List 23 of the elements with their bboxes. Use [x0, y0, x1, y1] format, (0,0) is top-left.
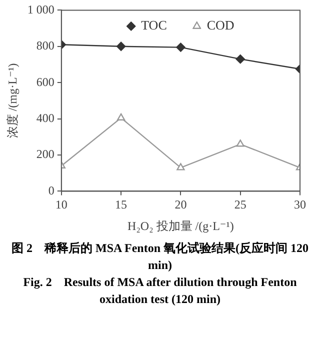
- x-axis-title: H₂O₂ 投加量 /(g·L⁻¹): [128, 218, 234, 233]
- y-tick-label: 400: [36, 110, 54, 125]
- y-tick-label: 600: [36, 74, 54, 89]
- point: [236, 54, 245, 64]
- point: [176, 163, 185, 170]
- point: [116, 113, 126, 120]
- text: 图 2 稀释后的 MSA Fenton 氧化试验结果(反应时间 120 min): [10, 240, 310, 274]
- x-tick-label: 30: [294, 198, 306, 212]
- y-tick-label: 1 000: [27, 2, 54, 16]
- x-tick-label: 15: [115, 198, 128, 212]
- x-tick-label: 20: [174, 198, 187, 212]
- y-tick-label: 800: [36, 38, 54, 53]
- point: [116, 42, 126, 51]
- legend-label: TOC: [141, 18, 167, 33]
- y-tick-label: 200: [36, 147, 54, 162]
- y-tick-label: 0: [48, 183, 54, 198]
- caption: Fig. 2 Results of MSA after dilution through Fenton oxidation test (120 min): [22, 274, 298, 308]
- legend-label: COD: [206, 18, 234, 33]
- y-axis-title: 浓度 /(mg·L⁻¹): [5, 63, 20, 138]
- x-tick-label: 10: [55, 198, 68, 212]
- x-tick-label: 25: [234, 198, 246, 212]
- point: [236, 140, 244, 147]
- point: [176, 42, 186, 52]
